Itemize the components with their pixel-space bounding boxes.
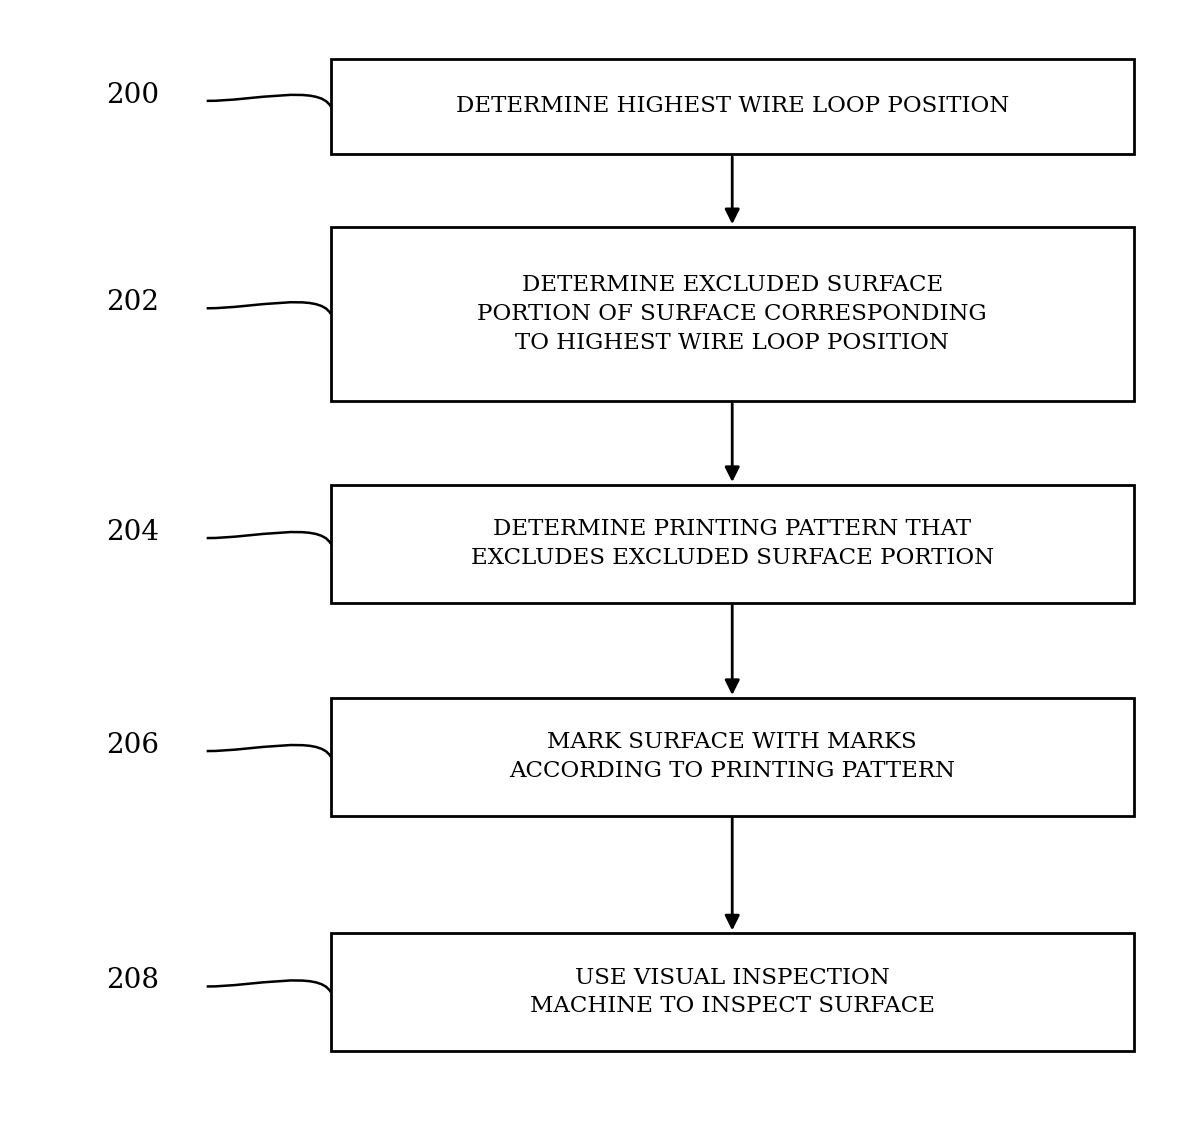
Bar xyxy=(331,58,1134,154)
Bar xyxy=(331,484,1134,603)
Text: USE VISUAL INSPECTION
MACHINE TO INSPECT SURFACE: USE VISUAL INSPECTION MACHINE TO INSPECT… xyxy=(530,966,934,1018)
Bar xyxy=(331,933,1134,1051)
Text: DETERMINE PRINTING PATTERN THAT
EXCLUDES EXCLUDED SURFACE PORTION: DETERMINE PRINTING PATTERN THAT EXCLUDES… xyxy=(471,518,993,569)
Text: DETERMINE EXCLUDED SURFACE
PORTION OF SURFACE CORRESPONDING
TO HIGHEST WIRE LOOP: DETERMINE EXCLUDED SURFACE PORTION OF SU… xyxy=(477,274,987,354)
Text: 206: 206 xyxy=(106,732,159,759)
Bar xyxy=(331,226,1134,401)
Text: MARK SURFACE WITH MARKS
ACCORDING TO PRINTING PATTERN: MARK SURFACE WITH MARKS ACCORDING TO PRI… xyxy=(509,731,955,782)
Text: DETERMINE HIGHEST WIRE LOOP POSITION: DETERMINE HIGHEST WIRE LOOP POSITION xyxy=(456,95,1009,118)
Text: 208: 208 xyxy=(106,967,159,994)
Text: 200: 200 xyxy=(106,82,159,109)
Bar xyxy=(331,697,1134,816)
Text: 202: 202 xyxy=(106,289,159,316)
Text: 204: 204 xyxy=(106,519,159,546)
